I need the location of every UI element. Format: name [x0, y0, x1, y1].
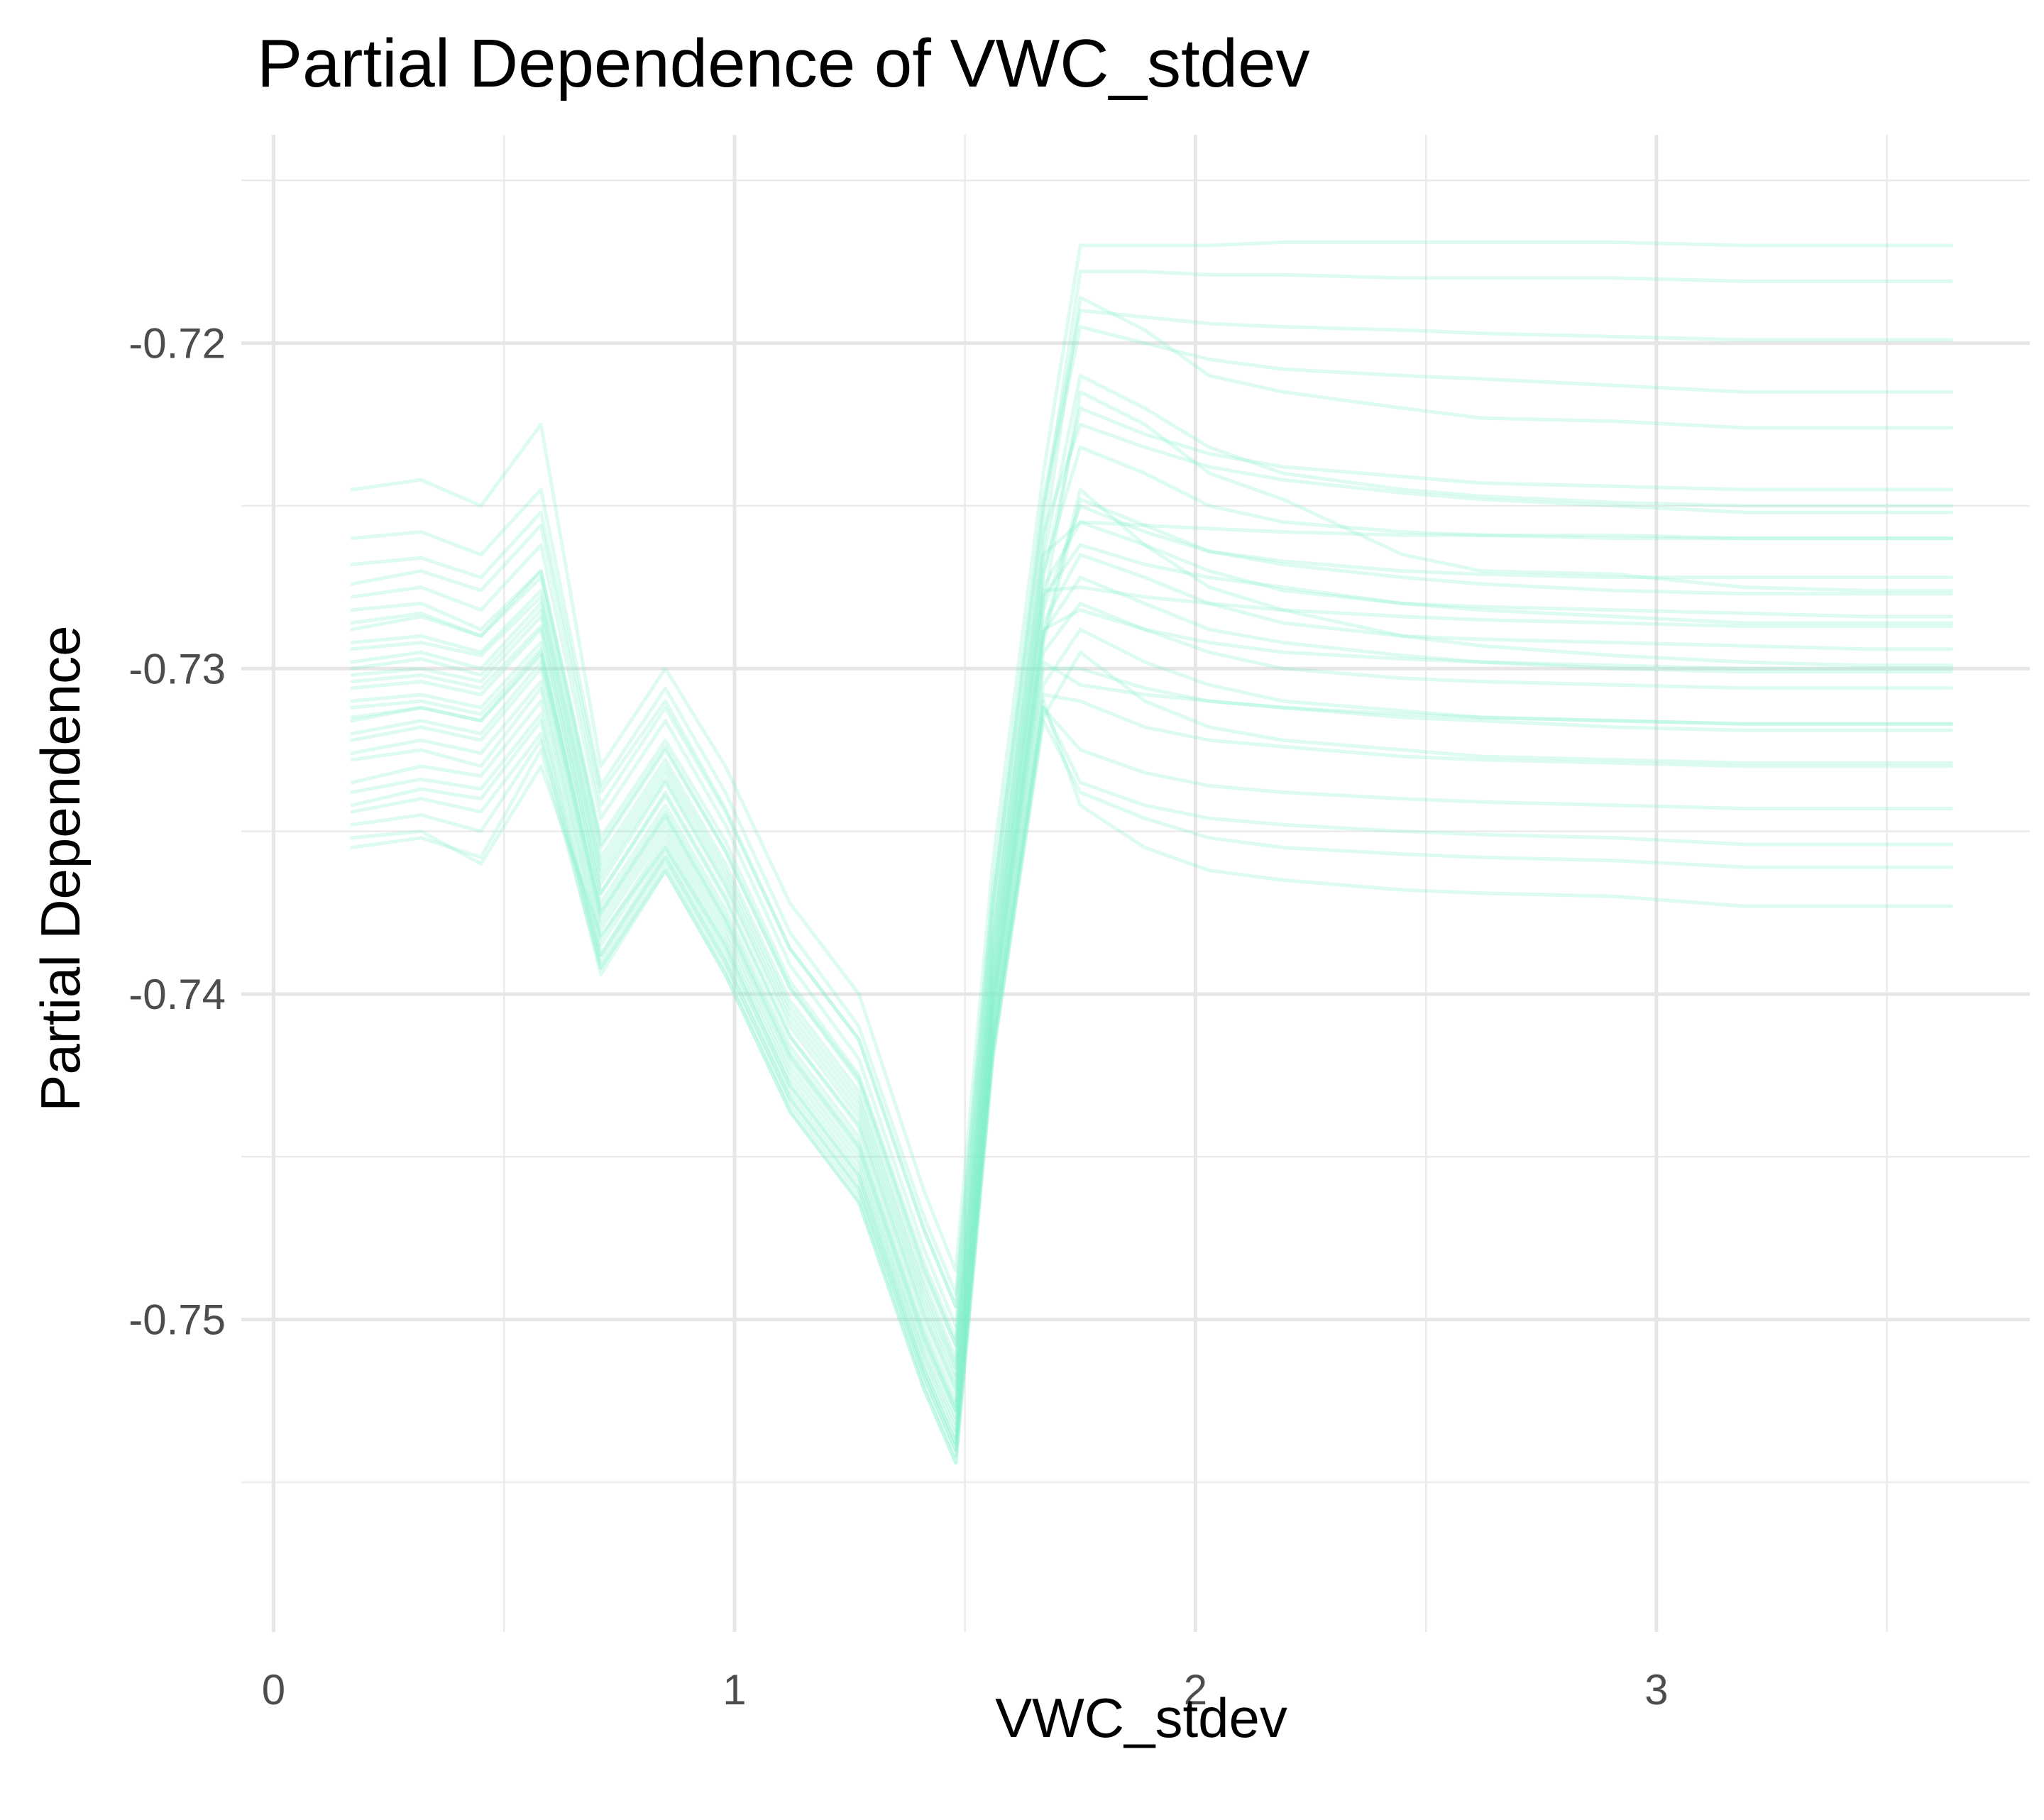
series-line-21	[350, 504, 1954, 1394]
series-line-15	[350, 543, 1954, 1384]
series-line-27	[350, 608, 1954, 1409]
y-axis-title: Partial Dependence	[29, 625, 92, 1111]
x-tick-label: 2	[1184, 1666, 1207, 1714]
series-line-25	[350, 520, 1954, 1347]
series-line-1	[350, 390, 1954, 1390]
y-tick-label: -0.72	[128, 320, 226, 368]
series-line-22	[350, 497, 1954, 1419]
series-line-14	[350, 422, 1954, 1328]
series-line-29	[350, 660, 1954, 1433]
series-line-6	[350, 240, 1954, 1273]
series-line-16	[350, 575, 1954, 1413]
x-axis-title: VWC_stdev	[995, 1687, 1287, 1749]
minor-gridlines	[241, 135, 2030, 1632]
series-line-23	[350, 693, 1954, 1452]
series-line-3	[350, 487, 1954, 1413]
x-tick-label: 3	[1644, 1666, 1668, 1714]
y-tick-label: -0.75	[128, 1296, 226, 1344]
series-line-30	[350, 705, 1954, 1465]
y-tick-label: -0.74	[128, 971, 226, 1018]
series-line-13	[350, 373, 1954, 1347]
series-line-18	[350, 705, 1954, 1452]
x-tick-label: 1	[722, 1666, 746, 1714]
series-line-9	[350, 520, 1954, 1370]
series-line-26	[350, 585, 1954, 1377]
series-line-8	[350, 445, 1954, 1361]
series-line-4	[350, 650, 1954, 1458]
series-line-2	[350, 295, 1954, 1341]
chart-title: Partial Dependence of VWC_stdev	[257, 26, 1309, 101]
x-axis-ticks: 0 1 2 3	[262, 1666, 1669, 1714]
series-line-28	[350, 270, 1954, 1308]
series-line-12	[350, 627, 1954, 1445]
series-line-19	[350, 309, 1954, 1296]
y-tick-label: -0.73	[128, 645, 226, 693]
series-line-17	[350, 666, 1954, 1439]
series-line-10	[350, 553, 1954, 1403]
series-line-7	[350, 325, 1954, 1308]
series-line-20	[350, 406, 1954, 1367]
major-gridlines	[241, 135, 2030, 1632]
series-line-24	[350, 719, 1954, 1465]
series-line-5	[350, 699, 1954, 1445]
series-lines	[350, 240, 1954, 1465]
x-tick-label: 0	[262, 1666, 285, 1714]
series-line-11	[350, 602, 1954, 1425]
y-axis-ticks: -0.75 -0.74 -0.73 -0.72	[128, 320, 226, 1344]
